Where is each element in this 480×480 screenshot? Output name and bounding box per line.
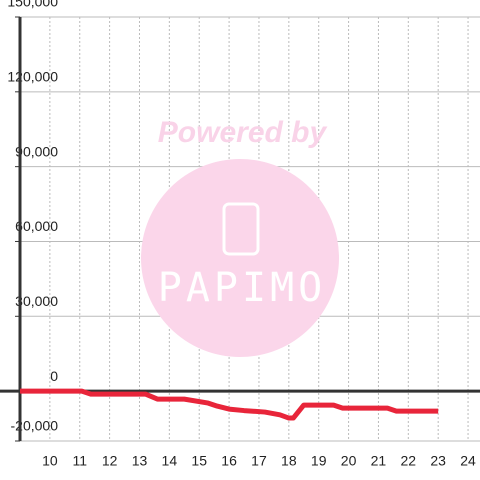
x-tick-label: 11 xyxy=(72,453,87,469)
x-tick-label: 23 xyxy=(430,453,446,469)
x-tick-label: 15 xyxy=(191,453,207,469)
y-tick-label: 120,000 xyxy=(7,69,58,85)
x-tick-label: 20 xyxy=(341,453,357,469)
y-tick-label: 90,000 xyxy=(15,143,58,159)
watermark-circle xyxy=(141,159,339,357)
y-tick-label: 30,000 xyxy=(15,293,58,309)
line xyxy=(20,388,439,421)
watermark-text: PAPIMO xyxy=(158,265,327,311)
x-tick-label: 22 xyxy=(401,453,417,469)
x-tick-label: 17 xyxy=(251,453,267,469)
y-tick-label: 60,000 xyxy=(15,218,58,234)
x-tick-label: 13 xyxy=(132,453,148,469)
x-tick-label: 21 xyxy=(371,453,387,469)
x-tick-label: 12 xyxy=(102,453,118,469)
y-tick-label: 150,000 xyxy=(7,0,58,10)
watermark-icon xyxy=(222,202,260,256)
x-tick-label: 24 xyxy=(460,453,476,469)
watermark: Powered by PAPIMO xyxy=(141,116,339,357)
x-tick-label: 19 xyxy=(311,453,327,469)
watermark-text: Powered by xyxy=(158,116,328,149)
x-tick-label: 18 xyxy=(281,453,297,469)
x-tick-label: 16 xyxy=(221,453,237,469)
x-tick-label: 14 xyxy=(162,453,178,469)
y-tick-label: 0 xyxy=(50,368,58,384)
y-tick-label: -20,000 xyxy=(11,418,59,434)
x-tick-label: 10 xyxy=(42,453,58,469)
